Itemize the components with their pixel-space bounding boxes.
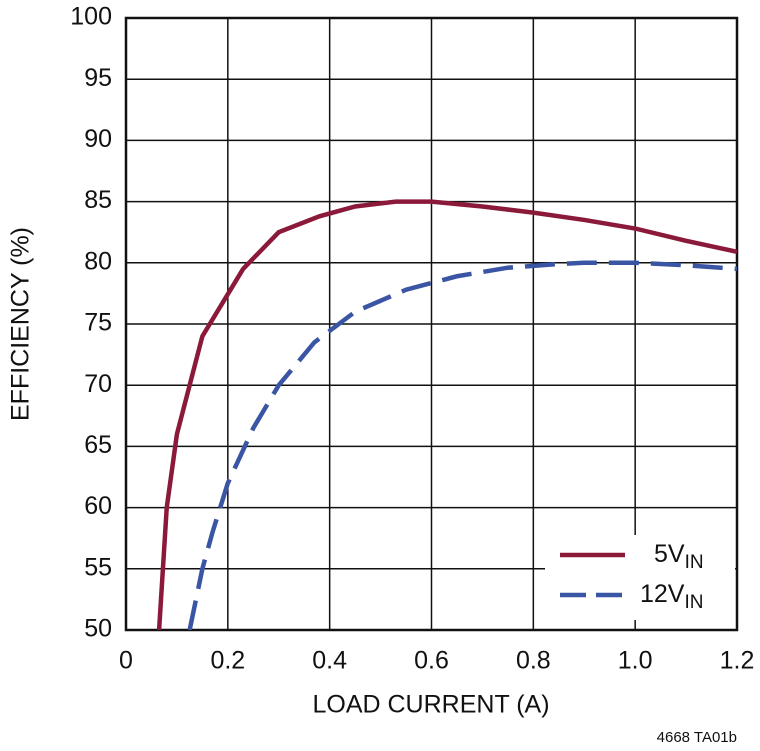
- y-tick-label: 55: [84, 553, 112, 581]
- legend-name: 12V: [640, 580, 685, 608]
- y-tick-label: 60: [84, 492, 112, 520]
- x-tick-label: 0.8: [516, 647, 551, 675]
- legend-box: [545, 535, 735, 620]
- legend-label: 5VIN: [654, 540, 704, 573]
- y-tick-label: 95: [84, 64, 112, 92]
- y-tick-label: 70: [84, 370, 112, 398]
- legend-subscript: IN: [684, 592, 703, 613]
- series-line: [187, 260, 737, 630]
- footnote: 4668 TA01b: [657, 729, 737, 746]
- x-axis-label: LOAD CURRENT (A): [312, 691, 549, 719]
- legend-subscript: IN: [685, 552, 704, 573]
- x-tick-label: 0.4: [312, 647, 347, 675]
- x-tick-label: 0: [119, 647, 133, 675]
- x-tick-label: 1.2: [720, 647, 755, 675]
- plot-border: [124, 16, 739, 632]
- legend-name: 5V: [654, 540, 685, 568]
- y-axis-label: EFFICIENCY (%): [7, 227, 35, 421]
- y-tick-label: 65: [84, 431, 112, 459]
- y-tick-label: 90: [84, 125, 112, 153]
- x-tick-label: 1.0: [618, 647, 653, 675]
- series-line: [156, 199, 737, 630]
- y-tick-label: 75: [84, 309, 112, 337]
- y-tick-label: 85: [84, 186, 112, 214]
- y-tick-label: 50: [84, 615, 112, 643]
- x-tick-label: 0.6: [414, 647, 449, 675]
- y-tick-label: 100: [70, 3, 112, 31]
- x-tick-label: 0.2: [210, 647, 245, 675]
- legend-label: 12VIN: [640, 580, 703, 613]
- y-tick-label: 80: [84, 247, 112, 275]
